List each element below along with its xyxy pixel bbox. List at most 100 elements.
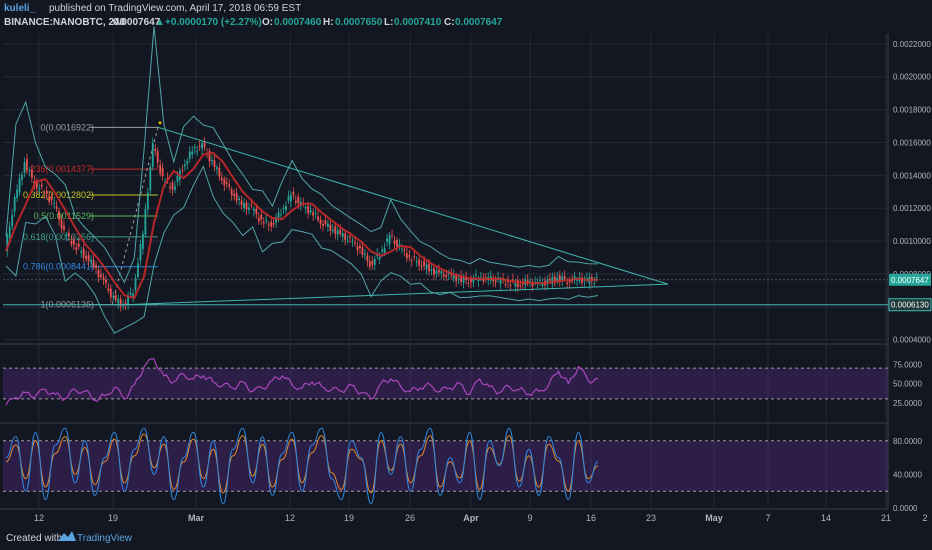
candle-body xyxy=(191,151,194,155)
candle-body xyxy=(322,224,324,227)
x-tick-label: Mar xyxy=(188,513,205,523)
candle-body xyxy=(415,261,418,263)
price-axis: 0.0022000 0.0020000 0.0018000 0.0016000 0.00… xyxy=(888,40,932,513)
candle-body xyxy=(393,240,396,244)
symbol-label: BINANCE:NANOBTC, 240 xyxy=(4,17,126,28)
candle-body xyxy=(183,164,186,167)
candle-body xyxy=(169,186,171,189)
ascending-trendline xyxy=(124,283,669,306)
candle-body xyxy=(23,162,26,173)
candle-body xyxy=(243,203,245,209)
candle-body xyxy=(75,247,78,250)
candle-body xyxy=(95,265,97,269)
fibonacci-level-label: 0.786(0.0008441) xyxy=(23,262,94,272)
candle-body xyxy=(346,240,349,242)
candle-body xyxy=(285,205,287,211)
candle-body xyxy=(211,159,213,162)
x-tick-label: 7 xyxy=(765,513,770,523)
candle-body xyxy=(470,278,472,283)
candle-body xyxy=(438,269,440,273)
candle-body xyxy=(576,280,578,281)
candle-body xyxy=(100,274,102,278)
candle-body xyxy=(420,265,423,268)
x-tick-label: 12 xyxy=(285,513,295,523)
candle-body xyxy=(531,283,534,287)
candle-body xyxy=(245,202,248,210)
candle-body xyxy=(403,249,406,251)
candle-body xyxy=(401,248,403,250)
candle-body xyxy=(553,276,556,282)
candle-body xyxy=(595,276,598,278)
candle-body xyxy=(124,302,127,305)
fibonacci-level-label: 0(0.0016922) xyxy=(40,122,94,132)
price-series xyxy=(3,26,888,334)
candle-body xyxy=(334,226,337,235)
candle-body xyxy=(566,282,569,284)
candle-body xyxy=(225,182,228,184)
candle-body xyxy=(107,288,110,291)
y-tick-label: 0.0012000 xyxy=(893,204,931,213)
candle-body xyxy=(373,258,376,265)
candle-body xyxy=(257,217,260,222)
candle-body xyxy=(6,234,9,251)
candle-body xyxy=(50,196,53,201)
candle-body xyxy=(549,278,551,281)
candle-body xyxy=(294,200,297,203)
candle-body xyxy=(364,253,366,255)
candle-body xyxy=(220,177,223,181)
candle-body xyxy=(452,274,455,279)
candle-body xyxy=(265,219,268,222)
x-tick-label: 14 xyxy=(821,513,831,523)
candle-body xyxy=(386,238,388,243)
candle-body xyxy=(188,151,191,159)
candle-body xyxy=(38,188,41,190)
candle-body xyxy=(519,285,522,286)
candle-body xyxy=(425,264,428,270)
candle-body xyxy=(156,150,159,163)
candle-body xyxy=(201,142,203,149)
candle-body xyxy=(208,150,211,162)
author-link[interactable]: kuleli_ xyxy=(4,3,36,14)
candle-body xyxy=(109,288,112,298)
support-badge-label: 0.0006130 xyxy=(891,301,929,310)
last-price-badge xyxy=(889,273,931,286)
x-tick-label: May xyxy=(705,513,723,523)
candle-body xyxy=(70,241,73,245)
candle-body xyxy=(509,285,512,286)
candle-body xyxy=(541,283,544,286)
candle-body xyxy=(405,252,408,259)
low-label: L: xyxy=(384,17,393,28)
candle-body xyxy=(484,276,487,278)
candle-body xyxy=(455,275,458,282)
candle-body xyxy=(479,276,482,278)
candle-body xyxy=(53,202,55,204)
candle-body xyxy=(230,189,233,195)
candle-body xyxy=(260,214,263,220)
candle-body xyxy=(146,192,149,210)
candle-body xyxy=(171,182,174,190)
candle-body xyxy=(410,260,413,262)
candle-body xyxy=(55,206,58,209)
candle-body xyxy=(174,186,176,190)
candle-body xyxy=(267,224,270,226)
candle-body xyxy=(388,235,391,244)
candle-body xyxy=(105,279,107,284)
candle-body xyxy=(472,279,475,283)
fibonacci-level-label: 0.382(0.0012802) xyxy=(23,190,94,200)
close-label: C: xyxy=(444,17,455,28)
candle-body xyxy=(561,276,564,281)
candle-body xyxy=(359,245,361,249)
tradingview-brand-link[interactable]: TradingView xyxy=(77,533,133,544)
candle-body xyxy=(504,284,507,285)
candle-body xyxy=(16,189,18,198)
x-tick-label: 23 xyxy=(646,513,656,523)
x-tick-label: 12 xyxy=(34,513,44,523)
close-value: 0.0007647 xyxy=(455,17,503,28)
candle-body xyxy=(134,277,137,291)
x-tick-label: 2 xyxy=(922,513,927,523)
candle-body xyxy=(378,256,381,260)
candle-body xyxy=(571,280,573,282)
created-with-text: Created with xyxy=(6,533,62,544)
candle-body xyxy=(112,295,115,297)
candle-body xyxy=(132,293,134,298)
